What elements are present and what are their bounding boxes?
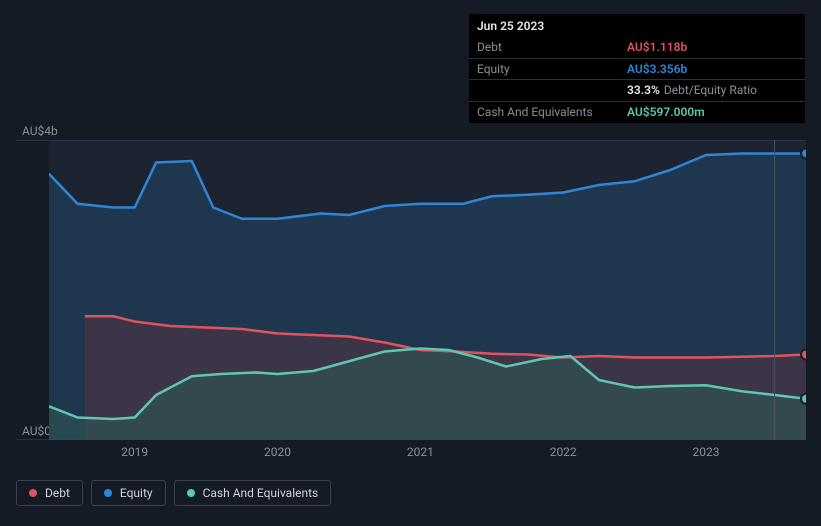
chart-area[interactable] <box>16 140 806 440</box>
x-tick-2023: 2023 <box>693 445 720 459</box>
tooltip-cash-value: AU$597.000m <box>627 104 705 121</box>
y-axis-top-label: AU$4b <box>22 124 58 138</box>
tooltip-cash-label: Cash And Equivalents <box>477 104 627 121</box>
tooltip-ratio-label: Debt/Equity Ratio <box>664 82 757 99</box>
tooltip-debt-label: Debt <box>477 39 627 56</box>
tooltip-ratio-spacer <box>477 82 627 99</box>
tooltip-date: Jun 25 2023 <box>469 14 805 37</box>
legend-label: Debt <box>45 486 70 500</box>
legend-item-equity[interactable]: Equity <box>91 480 166 506</box>
x-tick-2020: 2020 <box>264 445 291 459</box>
tooltip-equity-value: AU$3.356b <box>627 61 687 78</box>
legend-item-cash[interactable]: Cash And Equivalents <box>174 480 332 506</box>
tooltip-row-equity: Equity AU$3.356b <box>469 59 805 81</box>
legend-label: Equity <box>120 486 153 500</box>
legend-label: Cash And Equivalents <box>203 486 319 500</box>
chart-svg <box>16 140 806 440</box>
x-tick-2022: 2022 <box>550 445 577 459</box>
tooltip-ratio-value: 33.3% <box>627 82 660 99</box>
chart-tooltip: Jun 25 2023 Debt AU$1.118b Equity AU$3.3… <box>469 14 805 123</box>
tooltip-row-ratio: 33.3% Debt/Equity Ratio <box>469 80 805 102</box>
legend: Debt Equity Cash And Equivalents <box>16 480 331 506</box>
legend-dot-icon <box>104 489 112 497</box>
legend-item-debt[interactable]: Debt <box>16 480 83 506</box>
x-tick-2019: 2019 <box>121 445 148 459</box>
tooltip-equity-label: Equity <box>477 61 627 78</box>
x-axis: 2019 2020 2021 2022 2023 <box>16 445 806 465</box>
x-tick-2021: 2021 <box>407 445 434 459</box>
legend-dot-icon <box>29 489 37 497</box>
tooltip-row-cash: Cash And Equivalents AU$597.000m <box>469 102 805 123</box>
tooltip-debt-value: AU$1.118b <box>627 39 687 56</box>
legend-dot-icon <box>187 489 195 497</box>
tooltip-row-debt: Debt AU$1.118b <box>469 37 805 59</box>
